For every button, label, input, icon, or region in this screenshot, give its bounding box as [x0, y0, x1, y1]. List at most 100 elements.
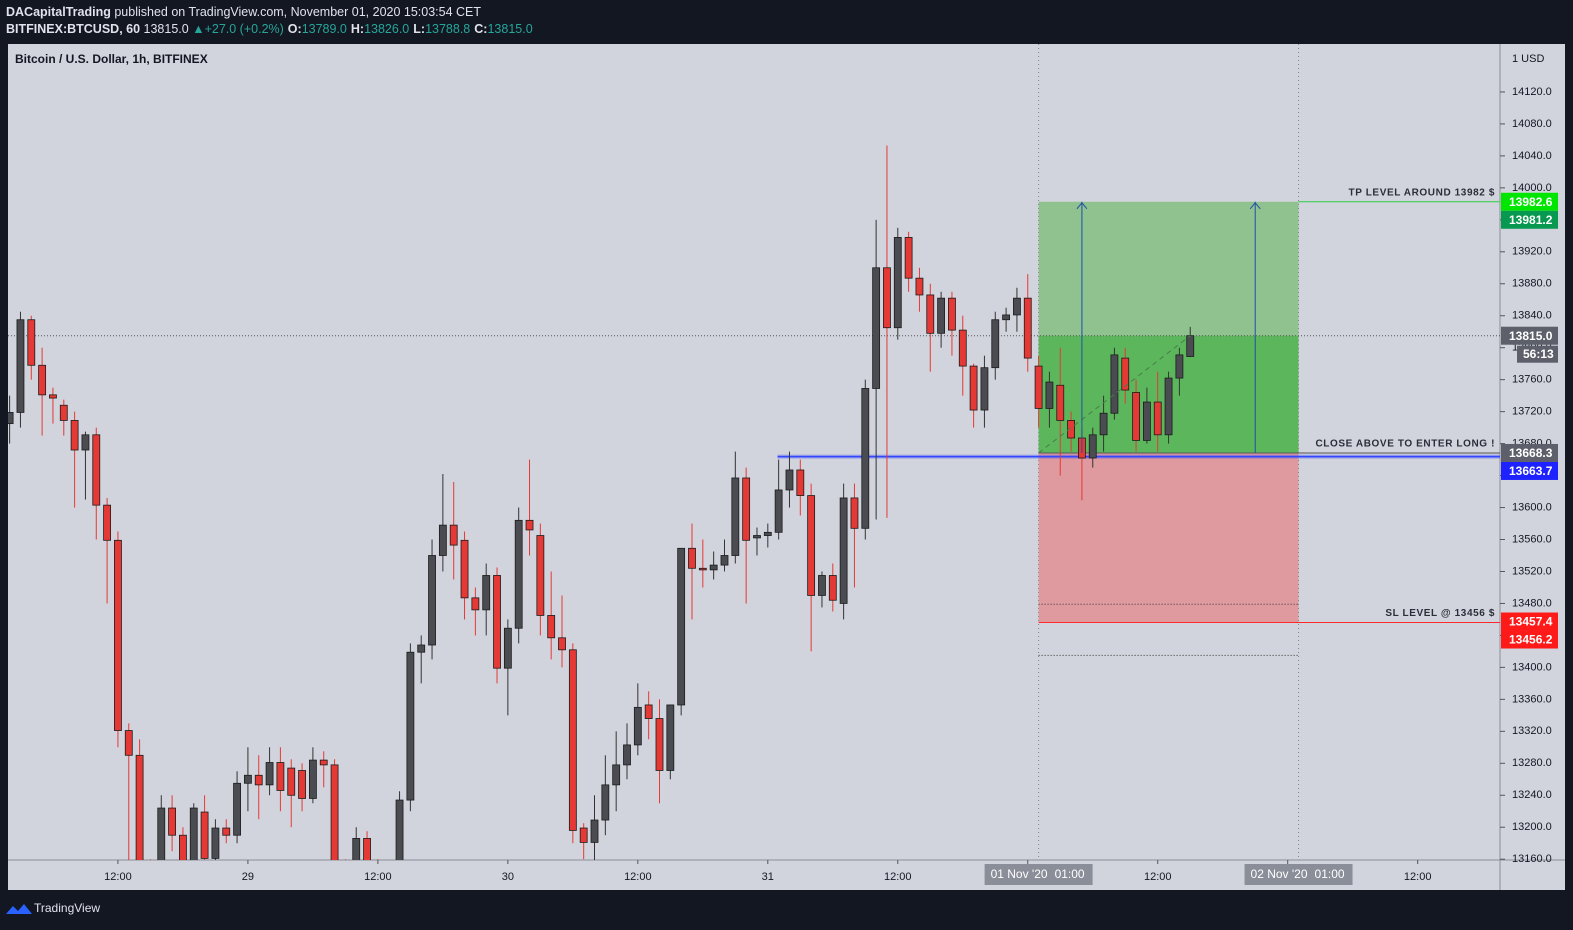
candle-body	[27, 319, 36, 366]
plot-background	[8, 44, 1565, 890]
candle-body	[406, 651, 415, 801]
candle-body	[222, 827, 231, 836]
candle-body	[698, 567, 707, 571]
candle-body	[276, 762, 285, 791]
price-label: 13982.6	[1509, 195, 1553, 209]
y-tick-label: 13840.0	[1512, 310, 1552, 322]
y-tick-label: 13560.0	[1512, 533, 1552, 545]
y-tick-label: 14120.0	[1512, 86, 1552, 98]
candle-body	[1088, 434, 1097, 459]
candle-body	[872, 267, 881, 389]
range-label-box	[1244, 864, 1353, 885]
candle-body	[38, 364, 47, 396]
candle-body	[59, 404, 68, 421]
header-line: BITFINEX:BTCUSD, 60 13815.0 ▲+27.0 (+0.2…	[6, 22, 533, 36]
ohlc-key: O:	[288, 22, 302, 36]
candle-body	[514, 519, 523, 629]
candle-body	[49, 394, 57, 399]
candle-body	[70, 420, 79, 451]
candle-body	[438, 524, 447, 556]
candle-body	[168, 807, 176, 836]
ohlc-value: 13826.0	[364, 22, 409, 36]
price-label: 13815.0	[1509, 329, 1553, 343]
y-tick-label: 13400.0	[1512, 661, 1552, 673]
y-tick-label: 13720.0	[1512, 406, 1552, 418]
candle-body	[731, 477, 740, 556]
price-label-box	[1501, 326, 1558, 345]
candle-body	[893, 237, 902, 329]
candle-body	[948, 297, 956, 331]
y-tick-label: 13360.0	[1512, 693, 1552, 705]
candle-body	[623, 744, 631, 766]
candle-body	[590, 819, 599, 843]
y-tick-label: 14000.0	[1512, 182, 1552, 194]
x-tick-label: 12:00	[104, 871, 132, 883]
candle-body	[850, 497, 859, 529]
candle-body	[688, 547, 696, 569]
candle-body	[254, 774, 263, 786]
candle-body	[417, 644, 426, 653]
x-tick-label: 12:00	[364, 871, 392, 883]
candle-body	[1067, 420, 1075, 439]
footer-text: TradingView	[34, 901, 100, 915]
candle-body	[1164, 377, 1173, 436]
candle-body	[1121, 357, 1130, 391]
candle-body	[265, 762, 274, 786]
range-date: 01 Nov '20	[991, 867, 1048, 881]
range-time: 01:00	[1315, 867, 1345, 881]
price-label-box	[1501, 192, 1558, 211]
price-label: 13456.2	[1509, 633, 1553, 647]
candle-body	[460, 539, 469, 599]
ohlc-key: L:	[413, 22, 425, 36]
candle-body	[655, 718, 664, 771]
candle-body	[568, 649, 577, 831]
price-label-box	[1501, 210, 1558, 229]
ohlc-value: 13788.8	[425, 22, 470, 36]
symbol: BITFINEX:BTCUSD, 60	[6, 22, 140, 36]
candle-body	[179, 834, 187, 860]
candle-body	[980, 367, 989, 411]
candle-body	[124, 730, 133, 756]
candle-body	[807, 495, 816, 596]
price-label: 13981.2	[1509, 213, 1553, 227]
candle-body	[558, 637, 566, 651]
candle-body	[92, 434, 101, 506]
candle-body	[883, 267, 891, 329]
author: DACapitalTrading	[6, 5, 111, 19]
arrow-head	[1249, 201, 1261, 210]
price-label: 13457.4	[1509, 615, 1553, 629]
x-tick-label: 12:00	[884, 871, 912, 883]
candle-body	[200, 811, 209, 859]
candle-body	[861, 388, 870, 529]
x-tick-label: 30	[502, 871, 514, 883]
logo	[6, 904, 32, 914]
candle-body	[937, 297, 946, 334]
price-label-box	[1501, 630, 1558, 649]
y-tick-label: 14080.0	[1512, 118, 1552, 130]
stop-zone	[1038, 452, 1299, 623]
y-tick-label: 14040.0	[1512, 150, 1552, 162]
candle-body	[763, 531, 772, 536]
candle-body	[1099, 412, 1108, 436]
ohlc-key: H:	[351, 22, 364, 36]
candle-body	[211, 827, 220, 859]
candle-body	[428, 555, 436, 646]
candle-body	[81, 434, 90, 451]
candle-body	[1034, 365, 1043, 409]
candle-body	[753, 535, 761, 539]
candle-body	[1175, 354, 1184, 379]
currency: 1 USD	[1512, 53, 1544, 65]
candle-body	[157, 807, 166, 860]
candle-body	[720, 555, 729, 566]
y-tick-label: 13240.0	[1512, 789, 1552, 801]
ohlc-key: C:	[474, 22, 487, 36]
candle-body	[319, 759, 328, 766]
candle-body	[1023, 297, 1032, 359]
candle-body	[395, 799, 404, 860]
candle-body	[330, 764, 339, 860]
plot	[8, 44, 1500, 860]
candle-body	[135, 754, 144, 860]
y-tick-label: 13480.0	[1512, 597, 1552, 609]
candle-body	[677, 547, 686, 706]
